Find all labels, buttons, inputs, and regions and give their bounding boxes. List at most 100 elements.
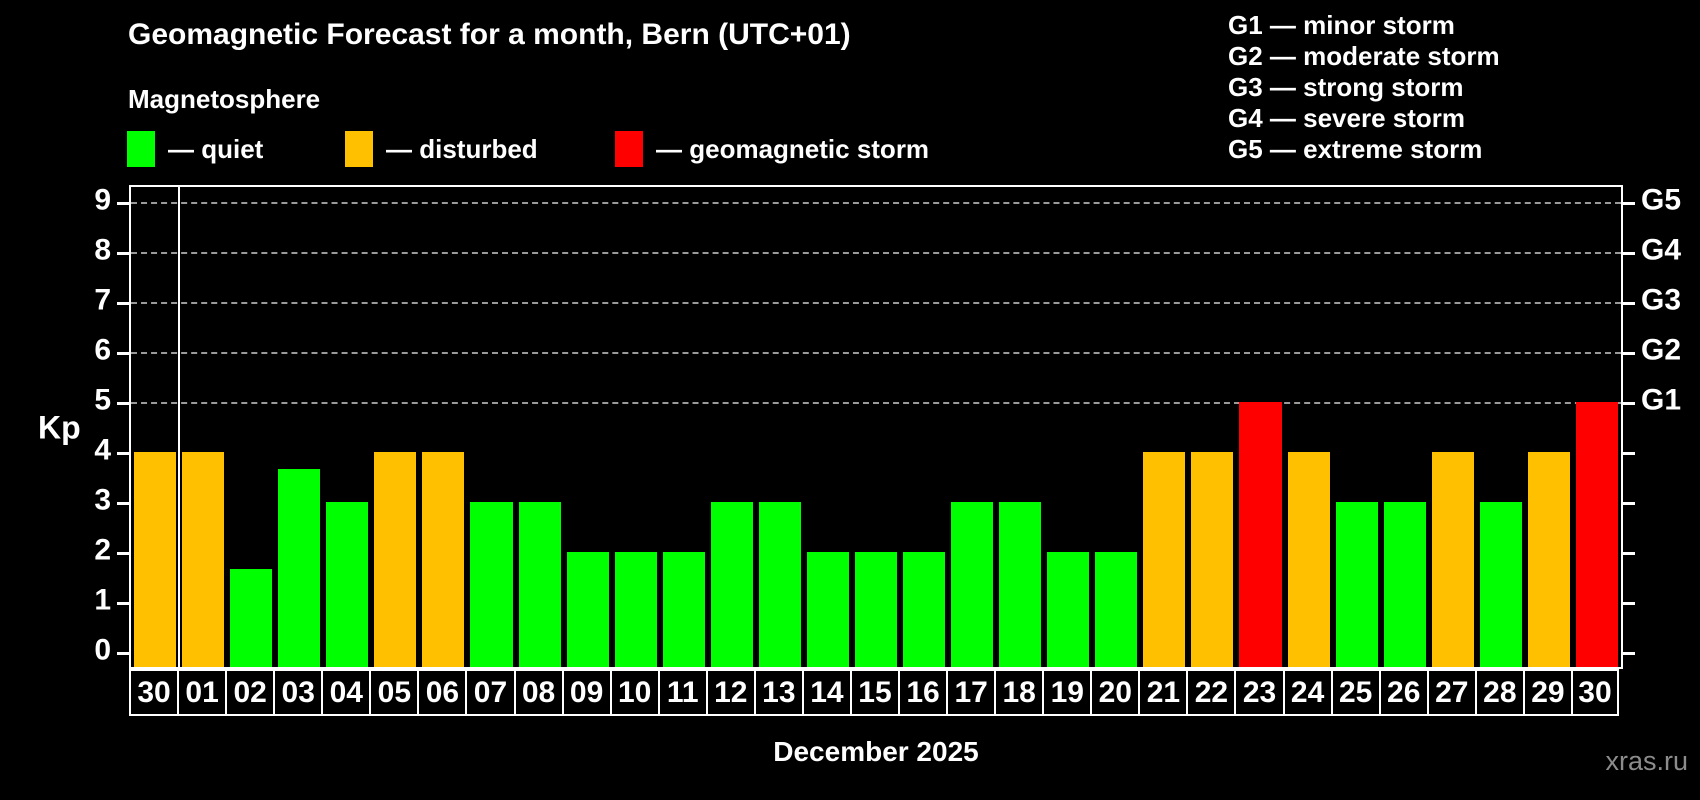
day-label-01: 01 [177,669,228,716]
bar-day-19 [1047,552,1090,667]
g4-legend-line: G4 — severe storm [1228,103,1466,133]
day-label-11: 11 [657,669,708,716]
legend-item-quiet: — quiet [127,131,263,167]
right-tick-kp9 [1623,202,1635,205]
gridline-kp7 [131,302,1621,304]
bar-day-16 [903,552,946,667]
gridline-kp8 [131,252,1621,254]
day-label-14: 14 [801,669,852,716]
y-tick-kp7 [117,302,129,305]
day-label-22: 22 [1186,669,1237,716]
y-tick-kp6 [117,352,129,355]
bar-day-28 [1479,502,1522,667]
bar-day-10 [614,552,657,667]
right-axis-label-g1: G1 [1641,383,1682,417]
bar-day-29 [1527,452,1570,667]
bar-day-30 [1575,402,1618,667]
legend: — quiet — disturbed — geomagnetic storm [127,131,1027,167]
day-label-25: 25 [1330,669,1381,716]
bar-day-06 [422,452,465,667]
y-tick-label-8: 8 [94,233,111,267]
disturbed-swatch [345,131,373,167]
plot-inner [131,187,1621,667]
day-label-20: 20 [1090,669,1141,716]
day-label-19: 19 [1042,669,1093,716]
y-tick-label-9: 9 [94,183,111,217]
gridline-kp6 [131,352,1621,354]
bar-day-08 [518,502,561,667]
day-label-12: 12 [705,669,756,716]
x-axis-title: December 2025 [773,736,979,767]
bar-day-05 [374,452,417,667]
g-scale-legend: G1 — minor storm G2 — moderate storm G3 … [1228,10,1500,165]
day-label-30: 30 [1570,669,1619,716]
right-tick-kp2 [1623,552,1635,555]
right-tick-kp0 [1623,652,1635,655]
legend-item-storm: — geomagnetic storm [615,131,929,167]
y-tick-label-1: 1 [94,583,111,617]
y-tick-label-2: 2 [94,533,111,567]
day-label-16: 16 [898,669,949,716]
y-tick-kp2 [117,552,129,555]
right-tick-kp4 [1623,452,1635,455]
bar-day-30 [134,452,177,667]
bar-day-07 [470,502,513,667]
legend-label-storm: — geomagnetic storm [656,133,930,164]
plot-area [129,185,1623,669]
day-label-10: 10 [609,669,660,716]
right-tick-kp8 [1623,252,1635,255]
bar-day-13 [758,502,801,667]
day-label-29: 29 [1522,669,1573,716]
bar-day-24 [1287,452,1330,667]
right-tick-kp3 [1623,502,1635,505]
day-label-07: 07 [465,669,516,716]
bar-day-04 [326,502,369,667]
day-label-21: 21 [1138,669,1189,716]
bar-day-26 [1383,502,1426,667]
bar-day-03 [278,468,321,667]
right-axis-label-g4: G4 [1641,233,1682,267]
g2-legend-line: G2 — moderate storm [1228,41,1500,71]
day-label-05: 05 [369,669,420,716]
day-label-15: 15 [849,669,901,716]
magnetosphere-label: Magnetosphere [128,84,321,114]
bar-day-14 [806,552,849,667]
watermark: xras.ru [1605,746,1688,776]
bar-day-12 [710,502,753,667]
y-tick-label-4: 4 [94,433,111,467]
day-label-02: 02 [225,669,276,716]
day-label-26: 26 [1378,669,1429,716]
right-tick-kp6 [1623,352,1635,355]
y-tick-label-3: 3 [94,483,111,517]
y-tick-label-6: 6 [94,333,111,367]
day-label-23: 23 [1234,669,1285,716]
y-tick-kp1 [117,602,129,605]
y-tick-label-7: 7 [94,283,111,317]
y-tick-kp3 [117,502,129,505]
bar-day-25 [1335,502,1378,667]
right-axis-label-g5: G5 [1641,183,1682,217]
y-tick-kp0 [117,652,129,655]
bar-day-21 [1143,452,1186,667]
day-label-03: 03 [273,669,324,716]
bar-day-01 [182,452,225,667]
y-tick-kp9 [117,202,129,205]
day-label-28: 28 [1474,669,1525,716]
day-label-08: 08 [513,669,564,716]
day-label-17: 17 [946,669,997,716]
day-label-18: 18 [994,669,1045,716]
x-axis-day-labels: 30 01 02 03 04 05 06 07 08 09 10 11 12 13 14 15 16 17 18 19… [129,669,1623,716]
bar-day-15 [854,552,898,667]
bar-day-20 [1095,552,1138,667]
month-separator-line [178,187,181,667]
bar-day-11 [662,552,705,667]
day-label-13: 13 [753,669,804,716]
bar-day-18 [999,502,1042,667]
gridline-kp9 [131,202,1621,204]
day-label-nov-30: 30 [129,669,180,716]
right-axis-label-g2: G2 [1641,333,1682,367]
day-label-24: 24 [1282,669,1333,716]
day-label-27: 27 [1426,669,1477,716]
right-tick-kp1 [1623,602,1635,605]
legend-label-quiet: — quiet [168,133,264,164]
